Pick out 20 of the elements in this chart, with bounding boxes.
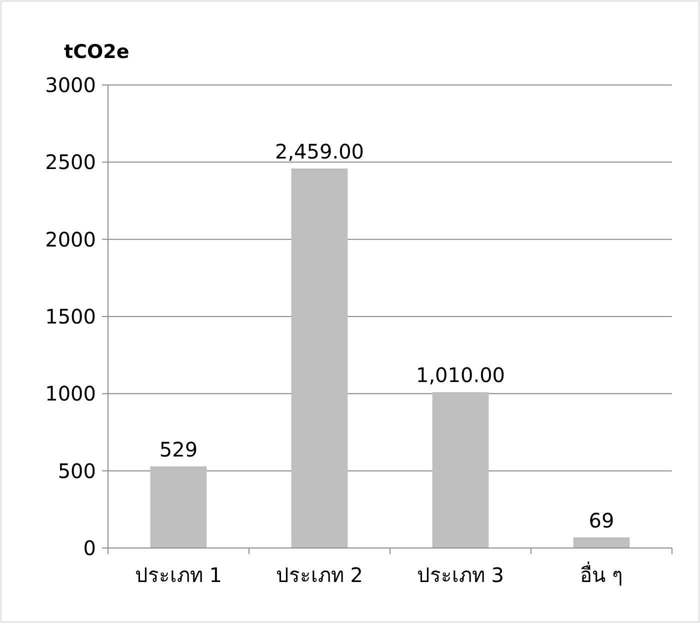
y-tick-label: 0	[83, 536, 96, 560]
data-label: 1,010.00	[416, 363, 506, 388]
x-tick-label: ประเภท 3	[416, 563, 504, 587]
data-label: 69	[588, 508, 614, 532]
data-label: 529	[159, 437, 198, 462]
y-tick-label: 2500	[45, 150, 96, 174]
bar	[432, 392, 489, 548]
y-tick-label: 1500	[45, 304, 96, 328]
y-tick-label: 3000	[45, 73, 96, 97]
bar	[573, 537, 630, 548]
x-tick-label: อื่น ๆ	[580, 561, 624, 587]
y-tick-label: 2000	[45, 227, 96, 252]
y-axis-title: tCO2e	[64, 41, 130, 63]
data-label: 2,459.00	[274, 139, 364, 164]
y-tick-label: 1000	[45, 382, 96, 406]
y-tick-label: 500	[58, 458, 96, 483]
bar	[150, 466, 207, 548]
x-tick-label: ประเภท 2	[276, 563, 364, 587]
bar	[291, 168, 348, 548]
x-tick-label: ประเภท 1	[134, 563, 222, 587]
